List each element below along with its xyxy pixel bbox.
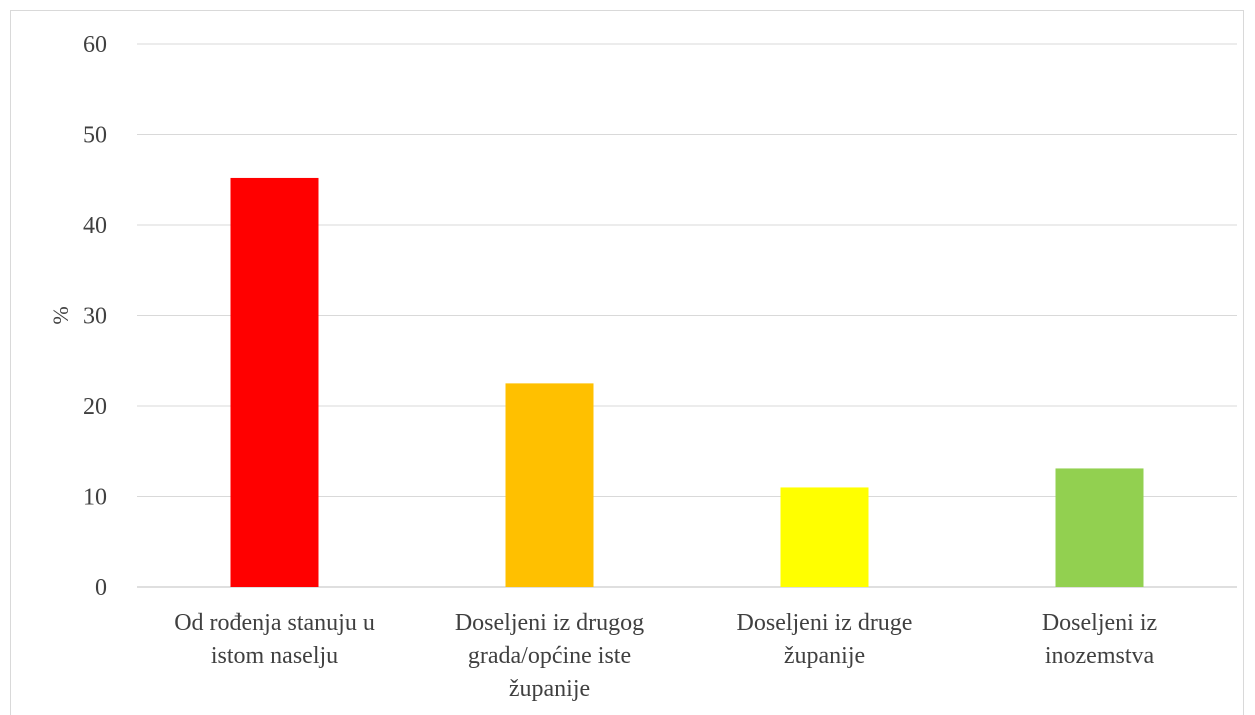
- x-category-label: Od rođenja stanuju u istom naselju: [174, 610, 375, 669]
- x-category-label-line: Doseljeni iz drugog: [455, 610, 644, 636]
- x-category-label-line: istom naselju: [211, 643, 338, 669]
- y-tick-label: 20: [83, 394, 107, 420]
- y-tick-label: 50: [83, 123, 107, 149]
- x-axis-labels: Od rođenja stanuju u istom naselju Doselje…: [174, 610, 1157, 702]
- x-category-label-line: Doseljeni iz druge: [737, 610, 913, 636]
- bars: [230, 177, 1144, 587]
- y-axis-ticks: 0 10 20 30 40 50 60: [83, 32, 107, 601]
- x-category-label-line: županije: [509, 676, 590, 702]
- x-category-label-line: Doseljeni iz: [1042, 610, 1157, 636]
- bar: [230, 177, 319, 587]
- y-tick-label: 60: [83, 32, 107, 58]
- bar: [505, 383, 594, 587]
- x-category-label-line: Od rođenja stanuju u: [174, 610, 375, 636]
- bar: [780, 487, 869, 587]
- x-category-label: Doseljeni iz druge županije: [737, 610, 913, 669]
- x-category-label-line: grada/općine iste: [468, 643, 631, 669]
- y-axis-label: %: [48, 306, 73, 324]
- bar: [1055, 468, 1144, 587]
- y-tick-label: 10: [83, 485, 107, 511]
- x-category-label-line: inozemstva: [1045, 643, 1155, 669]
- y-tick-label: 40: [83, 213, 107, 239]
- x-category-label-line: županije: [784, 643, 865, 669]
- chart-frame: [10, 10, 1244, 715]
- x-category-label: Doseljeni iz drugog grada/općine iste župa…: [455, 610, 644, 702]
- gridlines: [137, 43, 1237, 588]
- y-tick-label: 0: [95, 575, 107, 601]
- y-tick-label: 30: [83, 304, 107, 330]
- x-category-label: Doseljeni iz inozemstva: [1042, 610, 1157, 669]
